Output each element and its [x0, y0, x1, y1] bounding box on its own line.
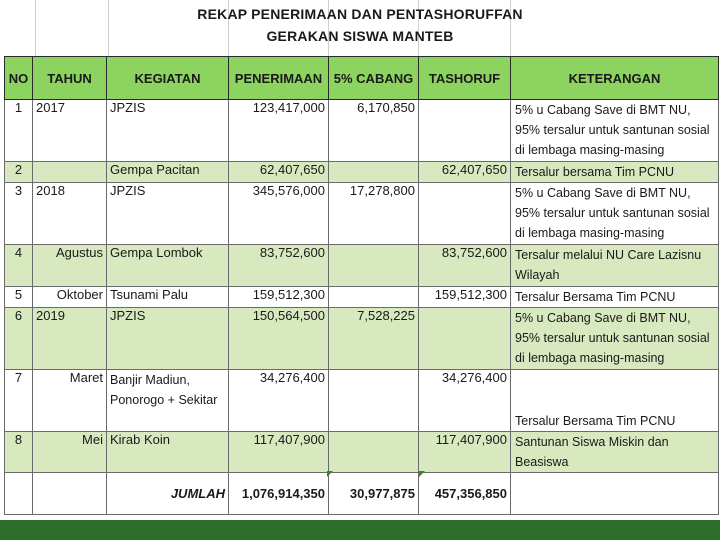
cell-tahun[interactable]: Maret — [32, 369, 107, 432]
header-tashoruf[interactable]: TASHORUF — [418, 56, 511, 100]
cell-tashoruf[interactable]: 34,276,400 — [418, 369, 511, 432]
cell-tashoruf[interactable] — [418, 182, 511, 245]
cell-no[interactable]: 7 — [4, 369, 33, 432]
report-subtitle: GERAKAN SISWA MANTEB — [266, 28, 454, 44]
cell-tashoruf[interactable]: 117,407,900 — [418, 431, 511, 473]
cell-tashoruf[interactable]: 83,752,600 — [418, 244, 511, 287]
cell-no[interactable]: 3 — [4, 182, 33, 245]
header-cabang[interactable]: 5% CABANG — [328, 56, 419, 100]
header-no[interactable]: NO — [4, 56, 33, 100]
cell-no[interactable]: 2 — [4, 161, 33, 183]
cell-comment-marker — [327, 471, 333, 477]
cell-tahun[interactable] — [32, 161, 107, 183]
cell-kegiatan[interactable]: Tsunami Palu — [106, 286, 229, 308]
report-title-block: REKAP PENERIMAAN DAN PENTASHORUFFAN GERA… — [0, 0, 720, 56]
grid-line — [228, 0, 229, 56]
cell-empty[interactable] — [4, 472, 33, 515]
header-penerimaan[interactable]: PENERIMAAN — [228, 56, 329, 100]
cell-tahun[interactable]: Agustus — [32, 244, 107, 287]
cell-tashoruf[interactable]: 62,407,650 — [418, 161, 511, 183]
cell-penerimaan[interactable]: 62,407,650 — [228, 161, 329, 183]
cell-keterangan[interactable]: 5% u Cabang Save di BMT NU, 95% tersalur… — [510, 307, 719, 370]
cell-keterangan[interactable]: Tersalur Bersama Tim PCNU — [510, 369, 719, 432]
cell-kegiatan[interactable]: JPZIS — [106, 307, 229, 370]
cell-kegiatan[interactable]: JPZIS — [106, 182, 229, 245]
cell-cabang[interactable]: 6,170,850 — [328, 99, 419, 162]
table-row: 6 2019 JPZIS 150,564,500 7,528,225 5% u … — [4, 307, 719, 370]
cell-kegiatan[interactable]: Banjir Madiun, Ponorogo + Sekitar — [106, 369, 229, 432]
cell-kegiatan[interactable]: Gempa Lombok — [106, 244, 229, 287]
total-cabang[interactable]: 30,977,875 — [328, 472, 419, 515]
cell-no[interactable]: 4 — [4, 244, 33, 287]
cell-tahun[interactable]: Oktober — [32, 286, 107, 308]
cell-tahun[interactable]: Mei — [32, 431, 107, 473]
footer-bar — [0, 520, 720, 540]
cell-comment-marker — [419, 471, 425, 477]
cell-penerimaan[interactable]: 150,564,500 — [228, 307, 329, 370]
cell-empty[interactable] — [32, 472, 107, 515]
cell-tashoruf[interactable] — [418, 99, 511, 162]
cell-cabang[interactable] — [328, 244, 419, 287]
cell-tahun[interactable]: 2019 — [32, 307, 107, 370]
cell-kegiatan[interactable]: JPZIS — [106, 99, 229, 162]
cell-tahun[interactable]: 2017 — [32, 99, 107, 162]
header-row: NO TAHUN KEGIATAN PENERIMAAN 5% CABANG T… — [4, 56, 719, 100]
report-title: REKAP PENERIMAAN DAN PENTASHORUFFAN — [197, 6, 523, 22]
cell-cabang[interactable]: 7,528,225 — [328, 307, 419, 370]
header-keterangan[interactable]: KETERANGAN — [510, 56, 719, 100]
recap-table: NO TAHUN KEGIATAN PENERIMAAN 5% CABANG T… — [4, 56, 719, 515]
grid-line — [35, 0, 36, 56]
grid-line — [328, 0, 329, 56]
cell-cabang[interactable] — [328, 286, 419, 308]
cell-no[interactable]: 1 — [4, 99, 33, 162]
cell-keterangan[interactable]: Santunan Siswa Miskin dan Beasiswa — [510, 431, 719, 473]
cell-keterangan[interactable]: Tersalur Bersama Tim PCNU — [510, 286, 719, 308]
total-label[interactable]: JUMLAH — [106, 472, 229, 515]
table-row: 8 Mei Kirab Koin 117,407,900 117,407,900… — [4, 431, 719, 473]
cell-penerimaan[interactable]: 123,417,000 — [228, 99, 329, 162]
header-tahun[interactable]: TAHUN — [32, 56, 107, 100]
table-row: 2 Gempa Pacitan 62,407,650 62,407,650 Te… — [4, 161, 719, 183]
grid-line — [418, 0, 419, 56]
total-penerimaan[interactable]: 1,076,914,350 — [228, 472, 329, 515]
total-tashoruf[interactable]: 457,356,850 — [418, 472, 511, 515]
cell-penerimaan[interactable]: 117,407,900 — [228, 431, 329, 473]
header-kegiatan[interactable]: KEGIATAN — [106, 56, 229, 100]
table-row: 3 2018 JPZIS 345,576,000 17,278,800 5% u… — [4, 182, 719, 245]
cell-cabang[interactable] — [328, 369, 419, 432]
cell-tashoruf[interactable] — [418, 307, 511, 370]
cell-keterangan[interactable]: Tersalur bersama Tim PCNU — [510, 161, 719, 183]
cell-cabang[interactable]: 17,278,800 — [328, 182, 419, 245]
table-row: 4 Agustus Gempa Lombok 83,752,600 83,752… — [4, 244, 719, 287]
cell-kegiatan[interactable]: Gempa Pacitan — [106, 161, 229, 183]
table-row: 7 Maret Banjir Madiun, Ponorogo + Sekita… — [4, 369, 719, 432]
cell-penerimaan[interactable]: 83,752,600 — [228, 244, 329, 287]
grid-line — [510, 0, 511, 56]
cell-penerimaan[interactable]: 159,512,300 — [228, 286, 329, 308]
cell-tahun[interactable]: 2018 — [32, 182, 107, 245]
cell-no[interactable]: 5 — [4, 286, 33, 308]
cell-cabang[interactable] — [328, 161, 419, 183]
total-row: JUMLAH 1,076,914,350 30,977,875 457,356,… — [4, 472, 719, 515]
table-row: 5 Oktober Tsunami Palu 159,512,300 159,5… — [4, 286, 719, 308]
cell-no[interactable]: 8 — [4, 431, 33, 473]
cell-empty[interactable] — [510, 472, 719, 515]
cell-cabang[interactable] — [328, 431, 419, 473]
cell-keterangan[interactable]: Tersalur melalui NU Care Lazisnu Wilayah — [510, 244, 719, 287]
cell-keterangan[interactable]: 5% u Cabang Save di BMT NU, 95% tersalur… — [510, 99, 719, 162]
table-row: 1 2017 JPZIS 123,417,000 6,170,850 5% u … — [4, 99, 719, 162]
grid-line — [108, 0, 109, 56]
cell-keterangan[interactable]: 5% u Cabang Save di BMT NU, 95% tersalur… — [510, 182, 719, 245]
cell-no[interactable]: 6 — [4, 307, 33, 370]
cell-kegiatan[interactable]: Kirab Koin — [106, 431, 229, 473]
cell-penerimaan[interactable]: 345,576,000 — [228, 182, 329, 245]
cell-penerimaan[interactable]: 34,276,400 — [228, 369, 329, 432]
cell-tashoruf[interactable]: 159,512,300 — [418, 286, 511, 308]
